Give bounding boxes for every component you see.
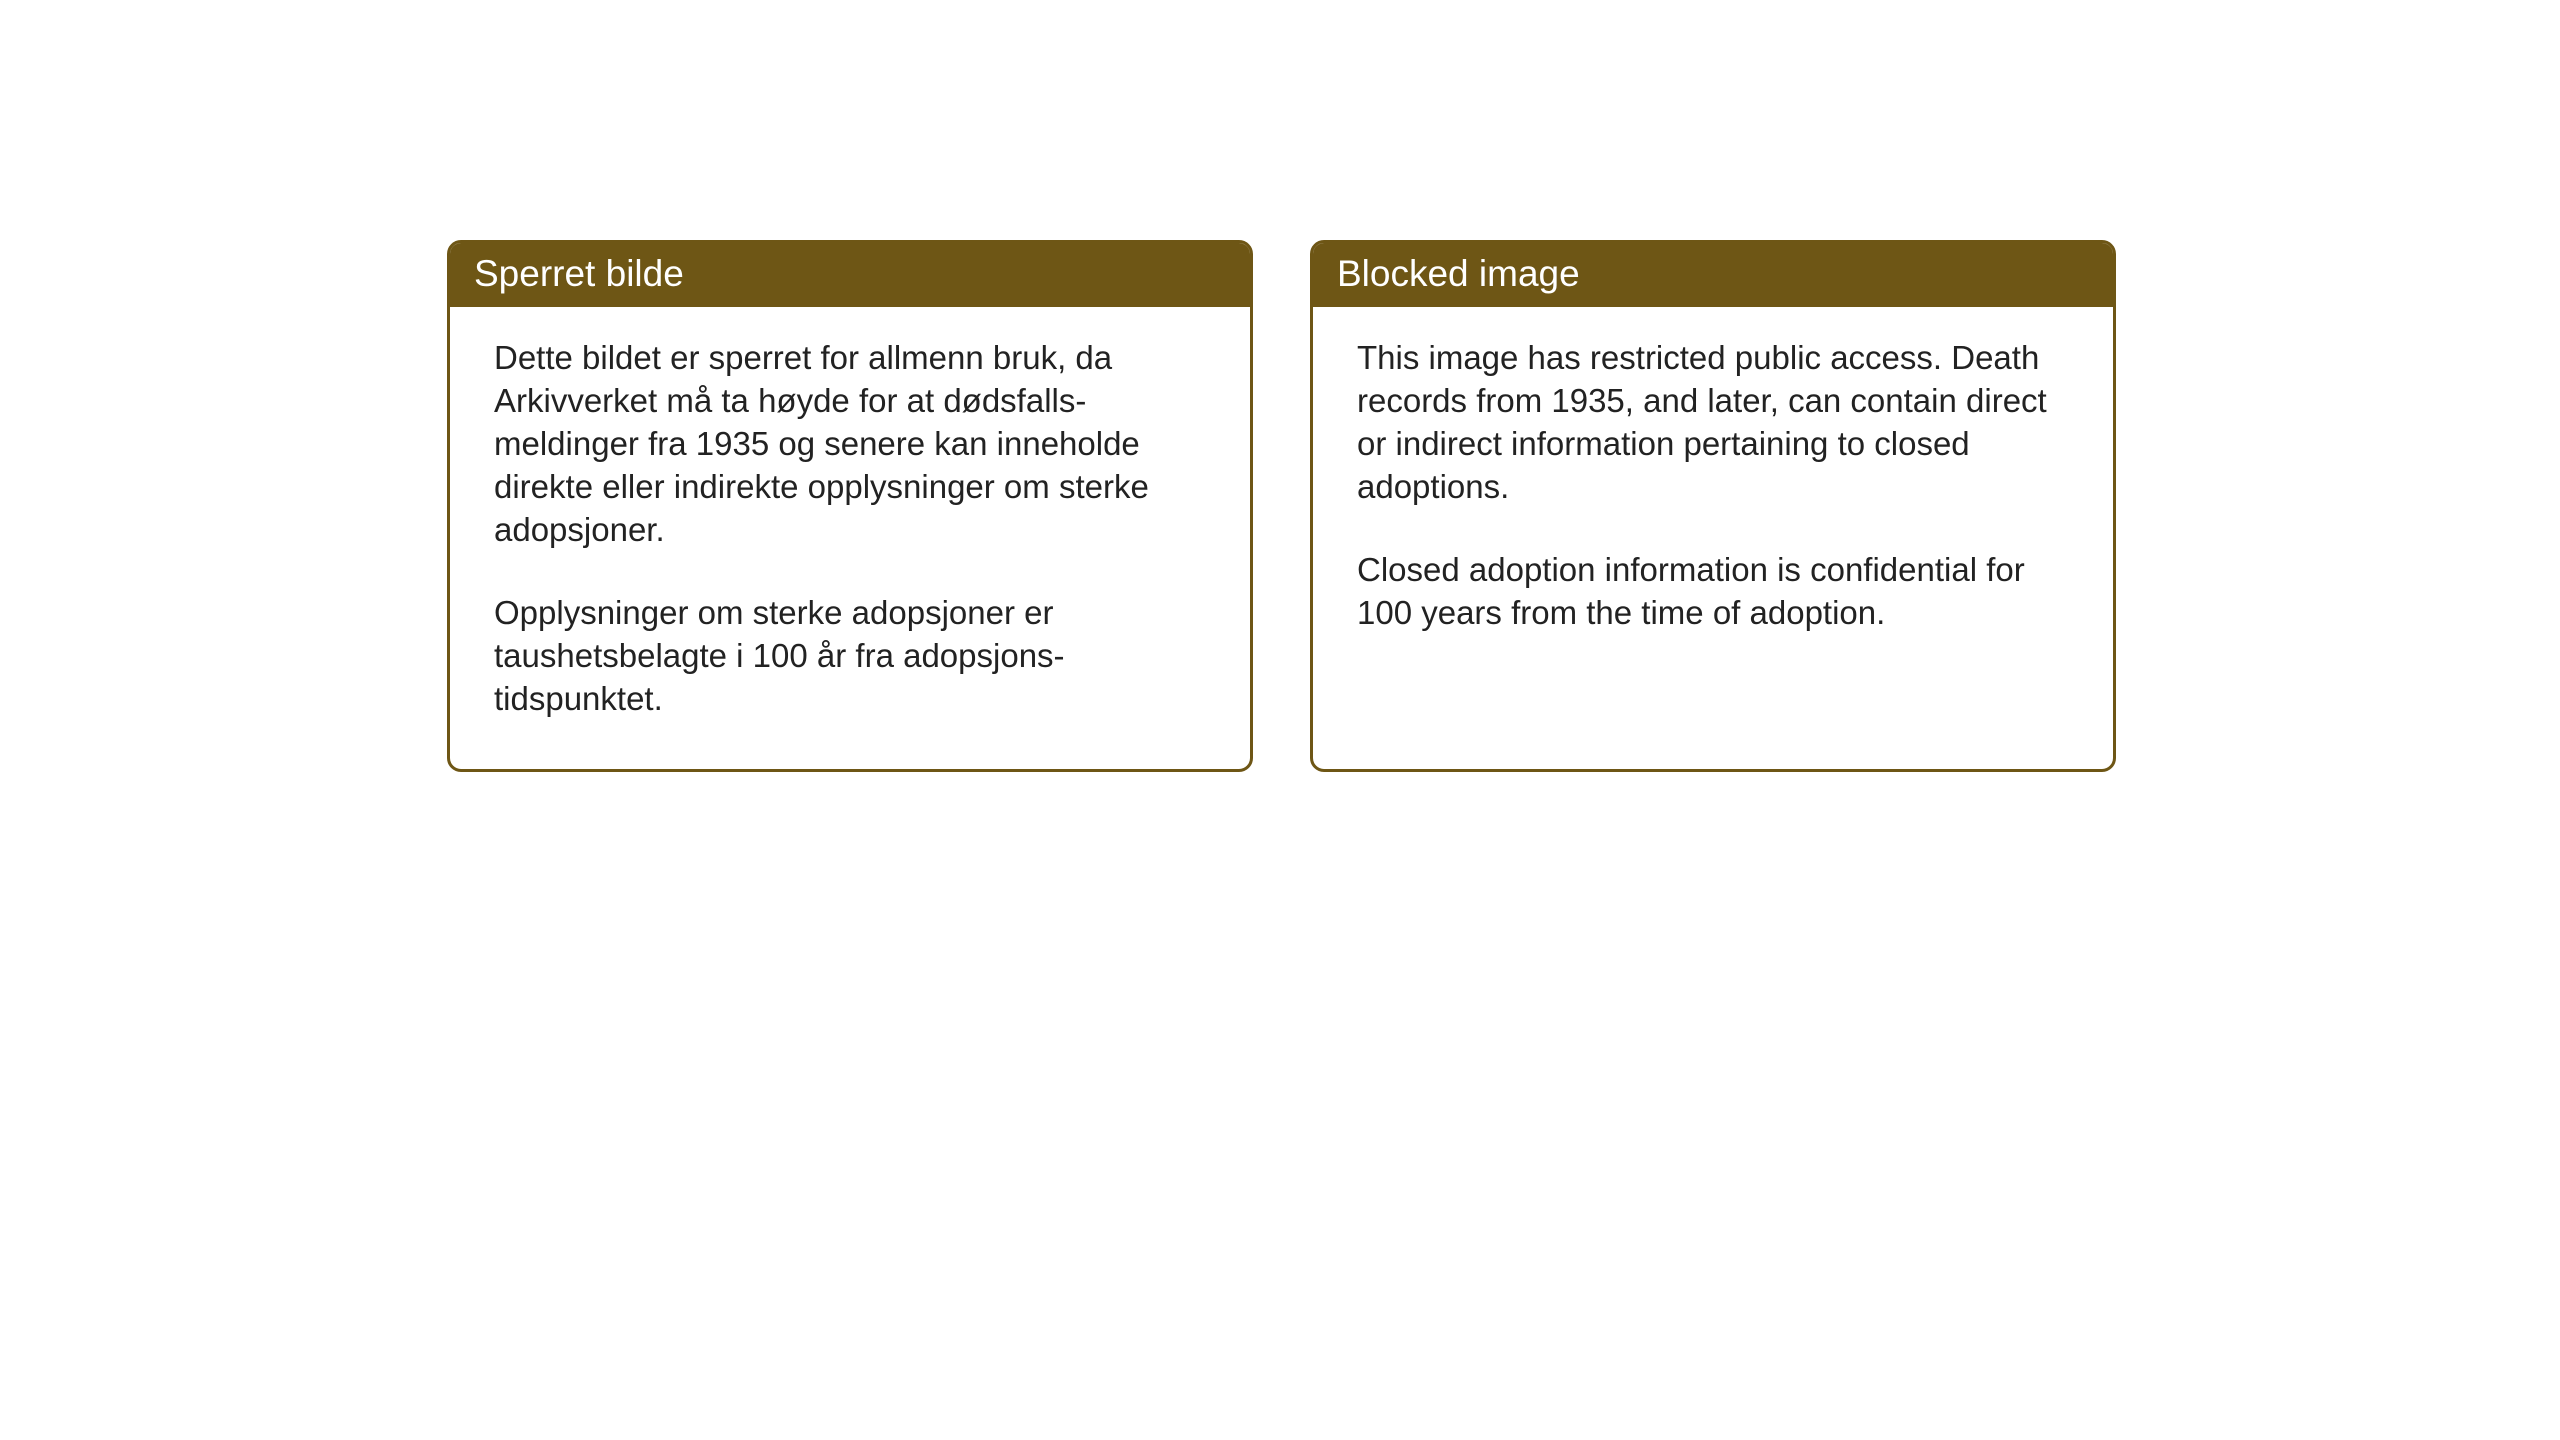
- notice-header-norwegian: Sperret bilde: [450, 243, 1250, 307]
- notice-box-english: Blocked image This image has restricted …: [1310, 240, 2116, 772]
- notice-paragraph-1-norwegian: Dette bildet er sperret for allmenn bruk…: [494, 337, 1206, 551]
- notice-body-english: This image has restricted public access.…: [1313, 307, 2113, 682]
- notice-header-english: Blocked image: [1313, 243, 2113, 307]
- notice-container: Sperret bilde Dette bildet er sperret fo…: [447, 240, 2116, 772]
- notice-paragraph-2-english: Closed adoption information is confident…: [1357, 549, 2069, 635]
- notice-box-norwegian: Sperret bilde Dette bildet er sperret fo…: [447, 240, 1253, 772]
- notice-body-norwegian: Dette bildet er sperret for allmenn bruk…: [450, 307, 1250, 768]
- notice-paragraph-2-norwegian: Opplysninger om sterke adopsjoner er tau…: [494, 592, 1206, 721]
- notice-paragraph-1-english: This image has restricted public access.…: [1357, 337, 2069, 509]
